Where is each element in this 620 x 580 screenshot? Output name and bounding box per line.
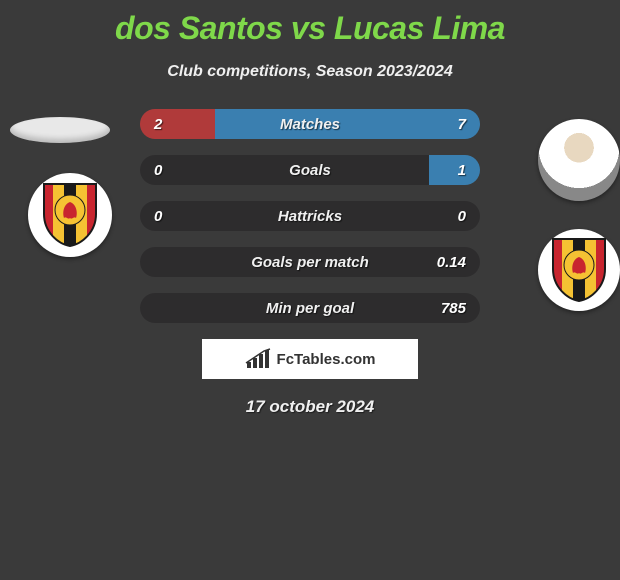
stat-right-value: 1 [458,162,466,179]
stat-row: 0 Goals 1 [140,155,480,185]
stat-right-value: 0 [458,208,466,225]
date-caption: 17 october 2024 [0,397,620,417]
stat-label: Matches [280,116,340,133]
watermark: FcTables.com [202,339,418,379]
stat-right-value: 0.14 [437,254,466,271]
watermark-text: FcTables.com [277,351,376,368]
bar-chart-icon [245,348,271,370]
team-badge-right [538,229,620,311]
stat-row: 0 Hattricks 0 [140,201,480,231]
player-right-avatar [538,119,620,201]
stat-label: Goals per match [251,254,369,271]
shield-icon [42,182,98,248]
shield-icon [551,237,607,303]
subtitle: Club competitions, Season 2023/2024 [0,63,620,81]
stat-left-value: 0 [154,208,162,225]
page-title: dos Santos vs Lucas Lima [0,0,620,47]
stat-label: Hattricks [278,208,342,225]
stat-left-value: 2 [154,116,162,133]
stat-row: 2 Matches 7 [140,109,480,139]
stat-row: Min per goal 785 [140,293,480,323]
stat-row: Goals per match 0.14 [140,247,480,277]
comparison-panel: 2 Matches 7 0 Goals 1 0 Hattricks 0 Goals per mat… [0,109,620,417]
stat-left-value: 0 [154,162,162,179]
stat-label: Goals [289,162,331,179]
stat-right-value: 7 [458,116,466,133]
stats-list: 2 Matches 7 0 Goals 1 0 Hattricks 0 Goals per mat… [140,109,480,323]
stat-label: Min per goal [266,300,354,317]
team-badge-left [28,173,112,257]
stat-right-value: 785 [441,300,466,317]
player-left-avatar-placeholder [10,117,110,143]
